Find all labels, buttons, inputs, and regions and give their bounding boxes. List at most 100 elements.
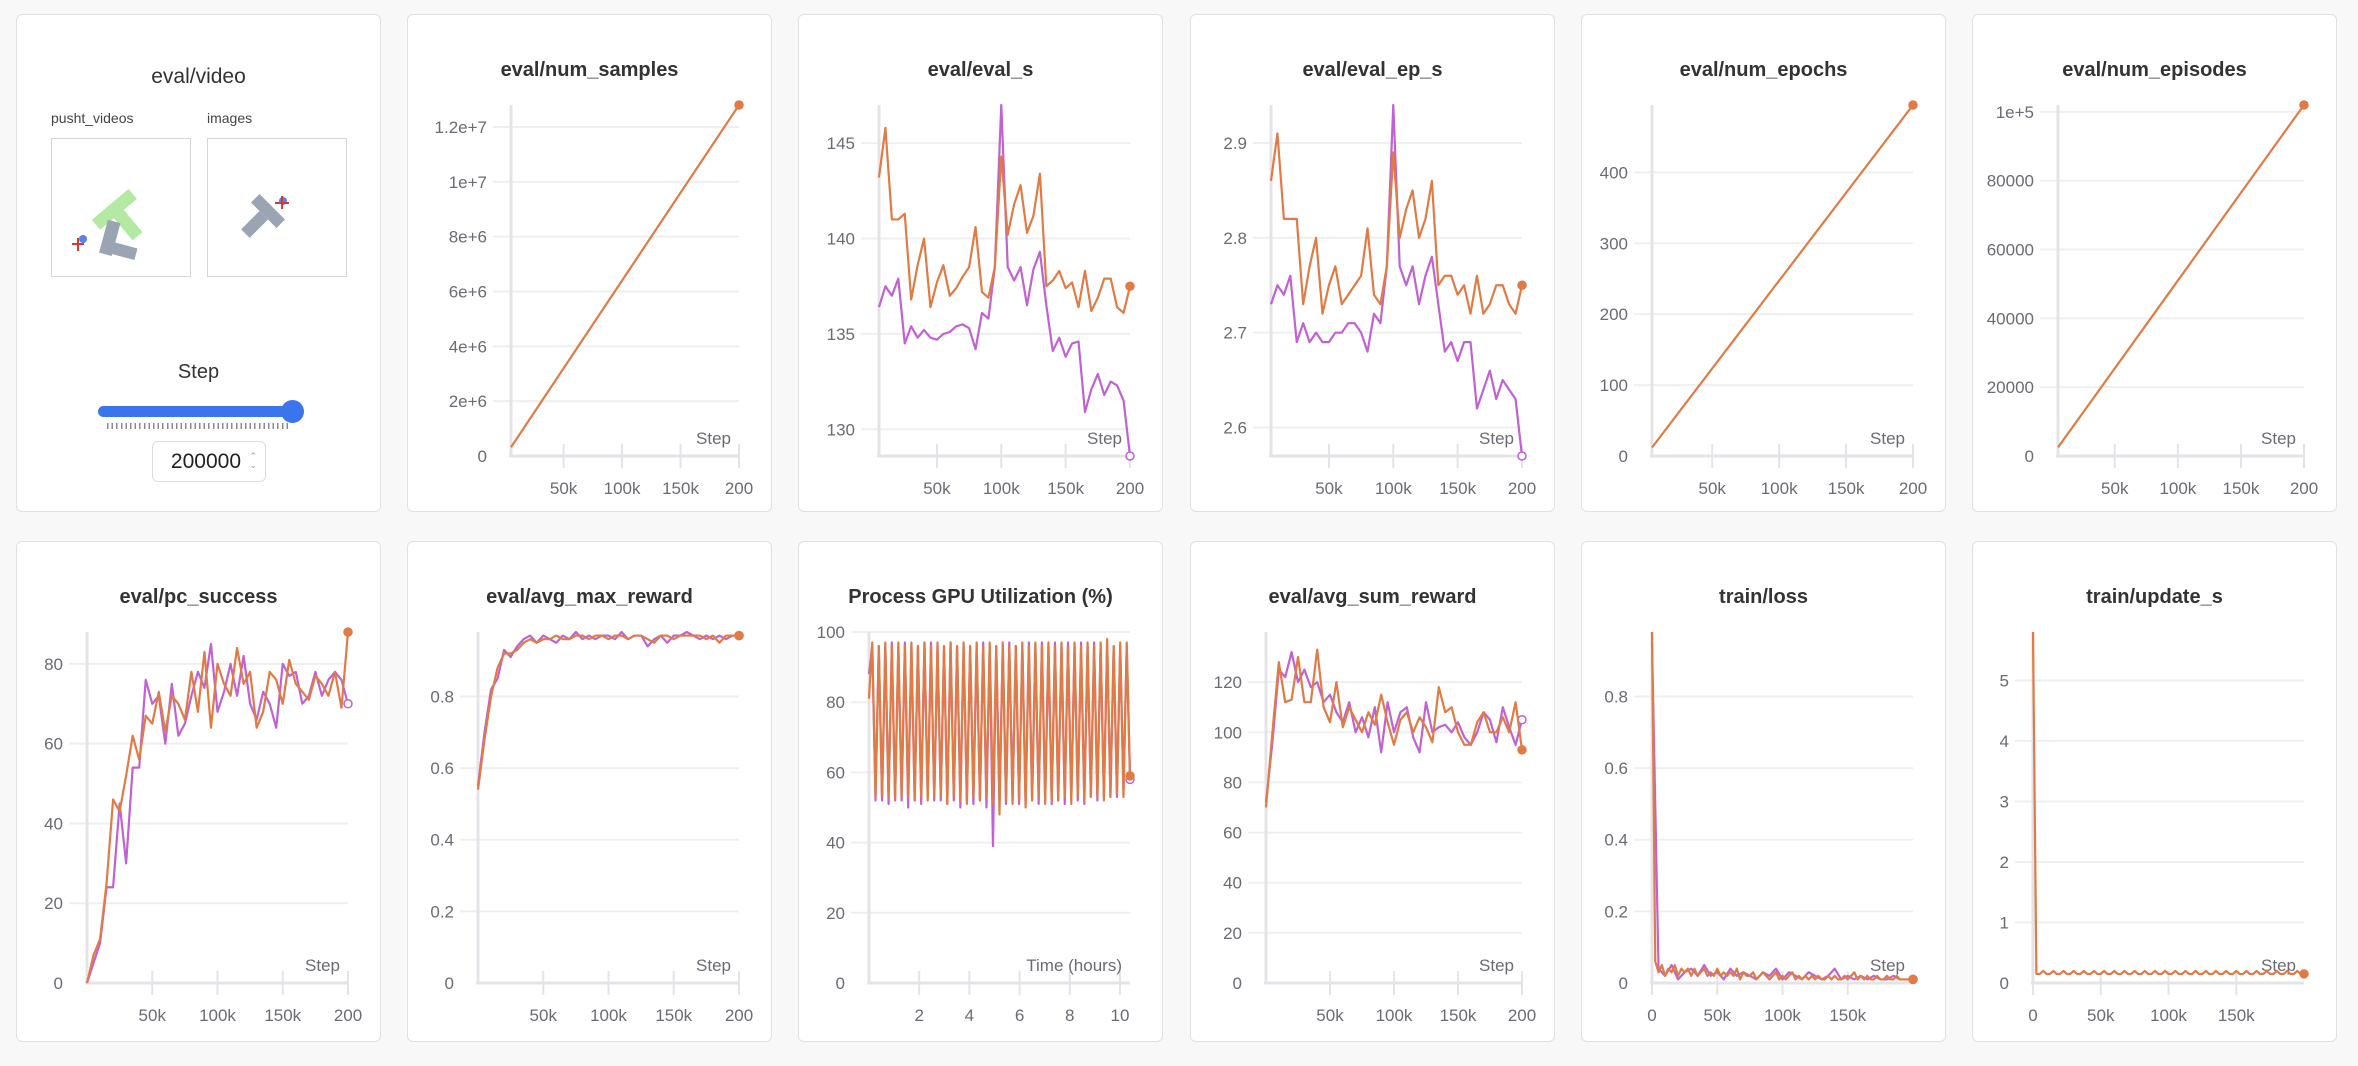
x-tick-label: 200 [1116,479,1144,498]
y-tick-label: 1.2e+7 [435,118,487,137]
slider-ticks [107,423,291,429]
chart-panel[interactable]: eval/avg_sum_reward 0 20 40 60 80 100 120 50k 100… [1190,541,1555,1042]
y-tick-label: 0 [445,974,454,993]
step-value: 200000 [170,449,241,473]
x-tick-label: 150k [1828,479,1865,498]
y-tick-label: 0.4 [430,831,454,850]
y-tick-label: 0.6 [430,759,454,778]
slider-thumb[interactable] [281,400,304,423]
chart-panel[interactable]: eval/num_episodes 0 20000 40000 60000 80000 1e… [1972,14,2337,512]
x-tick-label: 50k [2087,1006,2115,1025]
x-tick-label: 4 [965,1006,974,1025]
series-line [85,642,350,984]
chart-panel[interactable]: eval/avg_max_reward 0 0.2 0.4 0.6 0.8 50k 100k 1… [407,541,772,1042]
x-axis-label: Step [696,429,731,448]
images-thumbnail[interactable] [207,138,347,277]
chart-panel[interactable]: eval/num_epochs 0 100 200 300 400 50k 100k 150k 2… [1581,14,1946,512]
y-tick-label: 0.8 [430,687,454,706]
x-tick-label: 200 [1508,1006,1536,1025]
x-axis-label: Step [1870,956,1905,975]
chart-plot: 0 0.2 0.4 0.6 0.8 0 50k 100k 150k Step [1604,631,1918,1025]
chart-panel[interactable]: train/loss 0 0.2 0.4 0.6 0.8 0 50k 100k 150k Step [1581,541,1946,1042]
last-point-marker [1517,280,1527,290]
x-tick-label: 100k [1764,1006,1801,1025]
last-point-marker [1517,451,1527,461]
x-tick-label: 200 [334,1006,362,1025]
y-tick-label: 0.8 [1604,687,1628,706]
x-tick-label: 50k [530,1006,558,1025]
x-tick-label: 150k [1440,1006,1477,1025]
chart-panel[interactable]: Process GPU Utilization (%) 0 20 40 60 80 100 2… [798,541,1163,1042]
y-tick-label: 40 [826,834,845,853]
y-tick-label: 0 [478,447,487,466]
y-tick-label: 60 [826,763,845,782]
y-tick-label: 80 [1223,773,1242,792]
x-tick-label: 200 [1508,479,1536,498]
last-point-marker [343,627,353,637]
y-tick-label: 0 [2025,447,2034,466]
media-key-label: pusht_videos [51,110,134,126]
y-tick-label: 20 [1223,924,1242,943]
x-tick-label: 50k [1316,1006,1344,1025]
y-tick-label: 20 [44,894,63,913]
series-line [1269,132,1524,315]
chart-panel[interactable]: eval/pc_success 0 20 40 60 80 50k 100k 150k 200 St… [16,541,381,1042]
slider-track[interactable] [98,406,301,417]
y-tick-label: 2e+6 [449,392,487,411]
x-tick-label: 6 [1015,1006,1024,1025]
x-axis-label: Step [2261,429,2296,448]
chart-panel[interactable]: train/update_s 0 1 2 3 4 5 0 50k 100k 150k Step [1972,541,2337,1042]
pusht-scene-image [241,194,289,238]
y-tick-label: 40 [1223,874,1242,893]
y-tick-label: 100 [1600,376,1628,395]
y-tick-label: 0 [1619,974,1628,993]
last-point-marker [734,630,744,641]
chart-plot: 0 2e+6 4e+6 6e+6 8e+6 1e+7 1.2e+7 50k 100k 150k 20… [435,100,753,498]
chart-plot: 0 100 200 300 400 50k 100k 150k 200 Step [1600,100,1927,498]
y-tick-label: 40 [44,814,63,833]
x-tick-label: 200 [725,479,753,498]
y-tick-label: 2.6 [1223,419,1247,438]
series-line [85,631,350,984]
step-input[interactable]: 200000 ⌃ ⌄ [152,441,266,482]
x-tick-label: 100k [2159,479,2196,498]
chart-title: train/loss [1719,586,1808,608]
y-tick-label: 0 [2000,974,2009,993]
x-axis-label: Step [1479,429,1514,448]
x-tick-label: 150k [655,1006,692,1025]
y-tick-label: 1 [2000,913,2009,932]
series-line [1650,631,1913,981]
panel-title: eval/video [151,65,246,88]
x-tick-label: 100k [1376,1006,1413,1025]
y-tick-label: 0.2 [430,902,454,921]
x-axis-label: Step [696,956,731,975]
y-tick-label: 2.8 [1223,229,1247,248]
chart-plot: 0 20 40 60 80 100 2 4 6 8 10 Time (hours) [817,623,1135,1025]
media-key-label: images [207,110,253,126]
chart-plot: 0 20 40 60 80 100 120 50k 100k 150k 200 Step [1214,632,1536,1025]
series-line [1264,648,1524,808]
chart-plot: 0 20 40 60 80 50k 100k 150k 200 Step [44,627,362,1025]
x-tick-label: 200 [1899,479,1927,498]
chart-panel[interactable]: eval/eval_ep_s 2.6 2.7 2.8 2.9 50k 100k 150k 200… [1190,14,1555,512]
chart-plot: 130 135 140 145 50k 100k 150k 200 Step [827,103,1144,498]
last-point-marker [1908,100,1918,110]
last-point-marker [343,699,353,709]
x-tick-label: 50k [2101,479,2129,498]
chart-panel[interactable]: eval/eval_s 130 135 140 145 50k 100k 150k 200 Ste… [798,14,1163,512]
y-tick-label: 2.7 [1223,324,1247,343]
step-slider[interactable] [98,395,313,435]
x-tick-label: 100k [2150,1006,2187,1025]
x-tick-label: 50k [139,1006,167,1025]
y-tick-label: 4 [2000,732,2009,751]
spinner-icon[interactable]: ⌃ ⌄ [249,451,257,470]
y-tick-label: 20000 [1987,378,2034,397]
series-line [1269,103,1524,457]
y-tick-label: 60000 [1987,241,2034,260]
x-tick-label: 10 [1111,1006,1130,1025]
chart-panel[interactable]: eval/num_samples 0 2e+6 4e+6 6e+6 8e+6 1e+7 1.2… [407,14,772,512]
x-tick-label: 200 [725,1006,753,1025]
x-tick-label: 200 [2290,479,2318,498]
series-line [867,637,1132,816]
pusht-video-thumbnail[interactable] [51,138,191,277]
